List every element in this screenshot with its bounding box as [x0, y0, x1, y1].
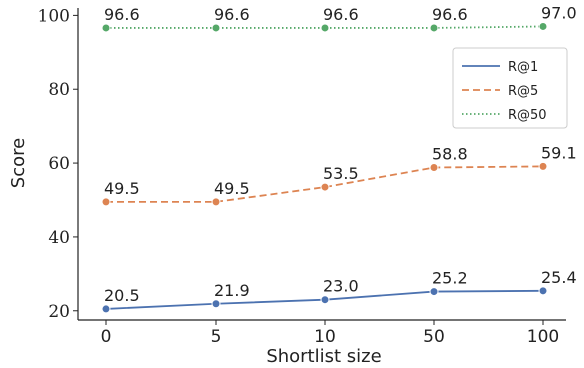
legend: R@1 R@5 R@50 — [452, 47, 568, 129]
x-tick-label: 5 — [211, 327, 222, 347]
data-label: 96.6 — [104, 5, 140, 24]
series-r50: 96.6 96.6 96.6 96.6 97.0 — [101, 3, 577, 33]
data-label: 21.9 — [214, 281, 250, 300]
series-layer: 20.5 21.9 23.0 25.2 25.4 49.5 49.5 53.5 58.8 59.1… — [101, 3, 577, 314]
data-label: 20.5 — [104, 286, 140, 305]
series-r1: 20.5 21.9 23.0 25.2 25.4 — [101, 268, 577, 314]
legend-box — [452, 47, 568, 129]
series-r5: 49.5 49.5 53.5 58.8 59.1 — [101, 143, 577, 207]
data-label: 59.1 — [541, 143, 577, 162]
x-axis-ticks: 0 5 10 50 100 — [101, 320, 559, 347]
data-point — [429, 23, 439, 33]
y-tick-label: 60 — [48, 154, 70, 174]
x-tick-label: 50 — [423, 327, 445, 347]
y-axis-ticks: 20 40 60 80 100 — [38, 6, 78, 322]
data-point — [101, 304, 111, 314]
data-point — [211, 299, 221, 309]
data-point — [320, 182, 330, 192]
x-tick-label: 100 — [527, 327, 559, 347]
legend-label: R@50 — [508, 108, 547, 123]
data-label: 25.2 — [432, 269, 468, 288]
data-label: 97.0 — [541, 3, 577, 22]
data-point — [101, 197, 111, 207]
data-label: 49.5 — [104, 179, 140, 198]
y-tick-label: 20 — [48, 302, 70, 322]
y-tick-label: 40 — [48, 228, 70, 248]
data-point — [211, 23, 221, 33]
data-label: 23.0 — [323, 277, 359, 296]
y-tick-label: 80 — [48, 80, 70, 100]
data-label: 25.4 — [541, 268, 577, 287]
legend-label: R@5 — [508, 84, 538, 99]
data-label: 96.6 — [432, 5, 468, 24]
data-point — [538, 21, 548, 31]
x-tick-label: 10 — [314, 327, 336, 347]
x-tick-label: 0 — [101, 327, 112, 347]
data-point — [211, 197, 221, 207]
data-label: 58.8 — [432, 145, 468, 164]
data-label: 96.6 — [323, 5, 359, 24]
data-point — [538, 161, 548, 171]
series-line — [106, 165, 544, 203]
data-point — [429, 287, 439, 297]
data-point — [429, 163, 439, 173]
data-point — [538, 286, 548, 296]
data-point — [101, 23, 111, 33]
series-line — [106, 25, 544, 29]
legend-label: R@1 — [508, 60, 538, 75]
data-point — [320, 295, 330, 305]
data-point — [320, 23, 330, 33]
y-tick-label: 100 — [38, 6, 70, 26]
data-label: 49.5 — [214, 179, 250, 198]
x-axis-title: Shortlist size — [266, 346, 381, 367]
y-axis-title: Score — [8, 138, 29, 188]
data-label: 96.6 — [214, 5, 250, 24]
data-label: 53.5 — [323, 164, 359, 183]
